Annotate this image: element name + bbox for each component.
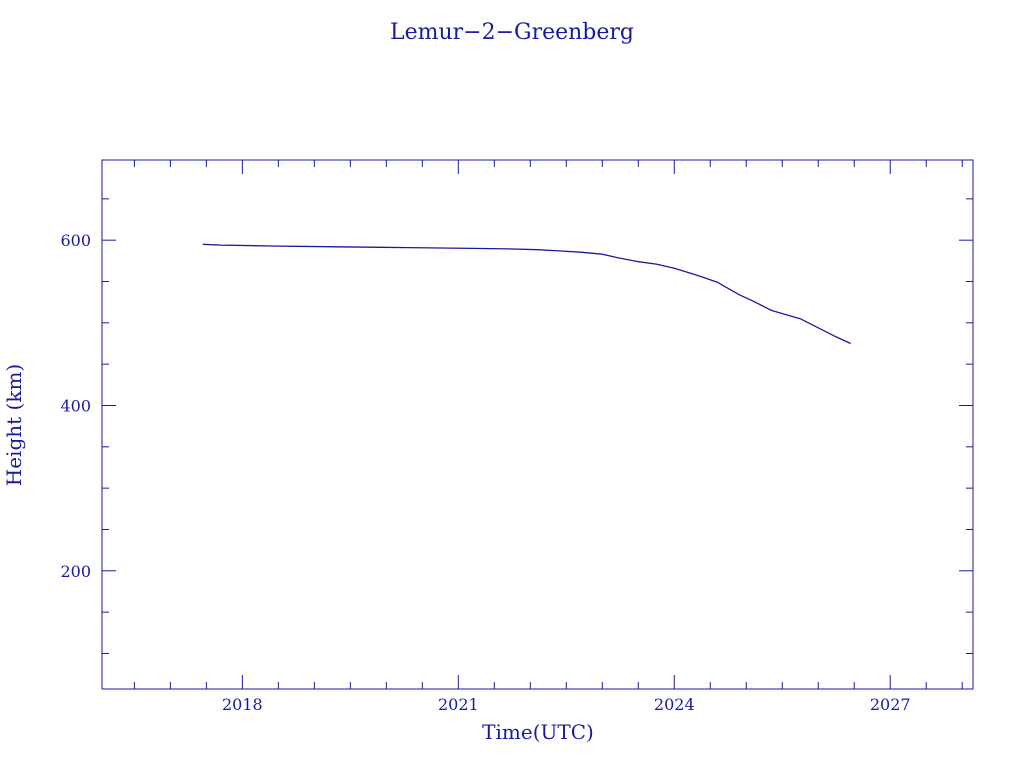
x-tick-label: 2021 — [438, 695, 479, 714]
series-layer — [202, 243, 851, 345]
y-tick-label: 400 — [60, 396, 91, 415]
chart-title: Lemur−2−Greenberg — [390, 20, 634, 45]
x-tick-label: 2018 — [222, 695, 263, 714]
x-tick-label: 2027 — [870, 695, 911, 714]
plot-frame — [101, 159, 974, 690]
x-axis-label: Time(UTC) — [482, 720, 594, 744]
height-series-line — [202, 243, 851, 345]
tick-labels: 2018 2021 2024 2027 200 400 600 — [60, 231, 910, 714]
axis-ticks — [102, 160, 973, 689]
y-axis-label: Height (km) — [2, 364, 26, 486]
y-tick-label: 200 — [60, 562, 91, 581]
y-tick-label: 600 — [60, 231, 91, 250]
x-tick-label: 2024 — [654, 695, 695, 714]
